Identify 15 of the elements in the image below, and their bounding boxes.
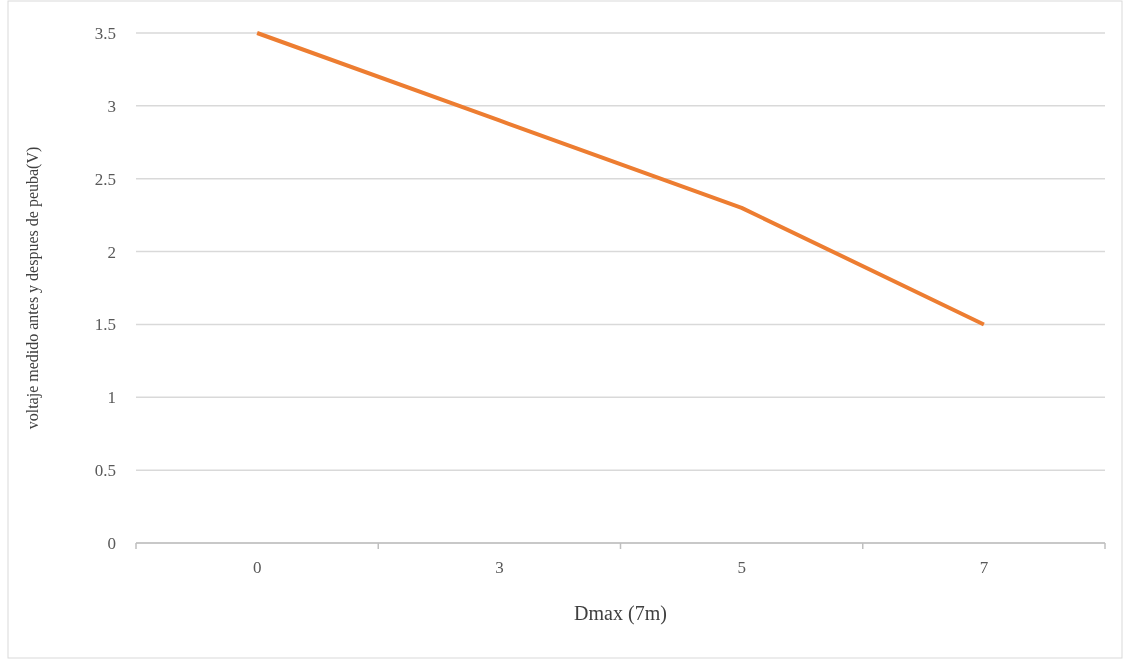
y-tick-label: 3 <box>107 96 116 116</box>
y-tick-label: 3.5 <box>94 23 116 43</box>
y-tick-label: 2.5 <box>94 169 116 189</box>
y-tick-label: 1.5 <box>94 315 116 335</box>
y-axis-title: voltaje medido antes y despues de peuba(V) <box>24 146 42 430</box>
x-tick-label: 7 <box>979 558 989 577</box>
y-tick-label: 2 <box>107 242 116 262</box>
x-tick-label: 5 <box>737 558 746 577</box>
x-axis-title: Dmax (7m) <box>574 602 667 625</box>
y-tick-label: 1 <box>107 388 116 408</box>
x-tick-label: 0 <box>252 558 262 577</box>
line-series <box>255 31 986 327</box>
y-tick-label: 0 <box>107 533 116 553</box>
x-tick-label: 3 <box>495 558 504 577</box>
y-tick-label: 0.5 <box>94 461 116 481</box>
